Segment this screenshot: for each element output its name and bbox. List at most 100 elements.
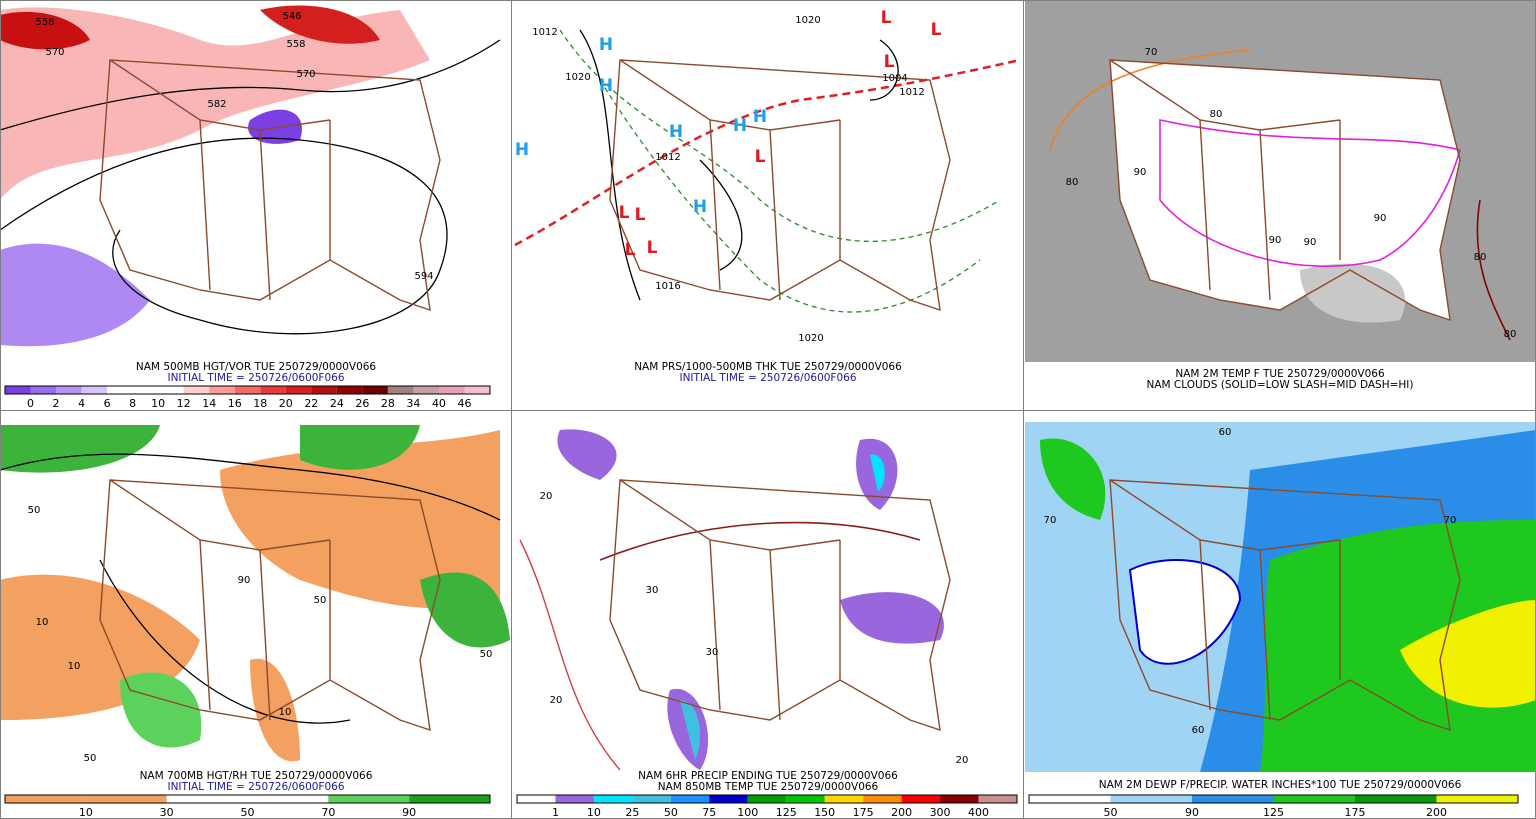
- colorbar-label: 100: [737, 806, 758, 819]
- colorbar-swatch: [85, 795, 167, 803]
- colorbar-swatch: [464, 386, 490, 394]
- colorbar-swatch: [30, 386, 57, 394]
- colorbar-label: 22: [304, 397, 318, 410]
- colorbar-label: 10: [79, 806, 93, 819]
- colorbar-swatch: [824, 795, 864, 803]
- isotherm-label: 80: [1210, 109, 1223, 120]
- colorbar-swatch: [107, 386, 133, 394]
- isobar-label: 1012: [655, 152, 680, 163]
- caption: INITIAL TIME = 250726/0600F066: [679, 372, 856, 384]
- low-pressure: L: [884, 52, 895, 72]
- colorbar-label: 90: [1185, 806, 1199, 819]
- colorbar-label: 40: [432, 397, 446, 410]
- colorbar-label: 1: [552, 806, 559, 819]
- map-dewpoint: [1025, 422, 1536, 772]
- colorbar-swatch: [183, 386, 210, 394]
- map-precip: [519, 429, 951, 771]
- colorbar-swatch: [709, 795, 748, 803]
- colorbar-swatch: [311, 386, 337, 394]
- colorbar-swatch: [362, 386, 388, 394]
- colorbar-swatch: [209, 386, 235, 394]
- colorbar-swatch: [1110, 795, 1192, 803]
- caption: NAM 850MB TEMP TUE 250729/0000V066: [658, 781, 879, 793]
- isobar-label: 1004: [882, 73, 907, 84]
- colorbar-label: 400: [968, 806, 989, 819]
- colorbar-swatch: [1436, 795, 1518, 803]
- colorbar-label: 50: [1104, 806, 1118, 819]
- isobar-label: 1016: [655, 281, 680, 292]
- colorbar-swatch: [285, 386, 312, 394]
- colorbar-swatch: [438, 386, 465, 394]
- colorbar-label: 90: [402, 806, 416, 819]
- contour-label: 570: [45, 47, 64, 58]
- colorbar-swatch: [747, 795, 787, 803]
- colorbar-label: 50: [241, 806, 255, 819]
- low-pressure: L: [931, 20, 942, 40]
- contour-label: 594: [414, 271, 433, 282]
- low-pressure: L: [881, 8, 892, 28]
- isotherm-label: 30: [706, 647, 719, 658]
- colorbar-swatch: [517, 795, 556, 803]
- contour-label: 570: [296, 69, 315, 80]
- colorbar-swatch: [166, 795, 248, 803]
- colorbar-swatch: [413, 386, 439, 394]
- colorbar-label: 175: [1345, 806, 1366, 819]
- caption: INITIAL TIME = 250726/0600F066: [167, 372, 344, 384]
- colorbar-swatch: [328, 795, 410, 803]
- map-700mb: [0, 425, 510, 762]
- colorbar-frame: [1028, 794, 1519, 804]
- caption: NAM 2M DEWP F/PRECIP. WATER INCHES*100 T…: [1099, 779, 1462, 791]
- colorbar-label: 16: [228, 397, 242, 410]
- map-temperature: [1025, 0, 1536, 362]
- colorbar-label: 175: [853, 806, 874, 819]
- colorbar-swatch: [1355, 795, 1437, 803]
- colorbar-swatch: [632, 795, 671, 803]
- colorbar-label: 10: [151, 397, 165, 410]
- colorbar-label: 2: [53, 397, 60, 410]
- colorbar-swatch: [1273, 795, 1355, 803]
- dewpoint-label: 60: [1192, 725, 1205, 736]
- low-pressure: L: [647, 238, 658, 258]
- colorbar-label: 8: [129, 397, 136, 410]
- rh-label: 50: [84, 753, 97, 764]
- contour-label: 558: [35, 17, 54, 28]
- contour-label: 546: [282, 11, 301, 22]
- isotherm-label: 70: [1145, 47, 1158, 58]
- high-pressure: H: [693, 197, 707, 217]
- colorbar-frame: [4, 794, 491, 804]
- colorbar-label: 200: [1426, 806, 1447, 819]
- rh-label: 50: [480, 649, 493, 660]
- colorbar-swatch: [247, 795, 329, 803]
- isotherm-label: 20: [540, 491, 553, 502]
- colorbar-swatch: [336, 386, 363, 394]
- isobar-label: 1012: [532, 27, 557, 38]
- high-pressure: H: [599, 76, 613, 96]
- colorbar-label: 25: [625, 806, 639, 819]
- isotherm-label: 20: [956, 755, 969, 766]
- caption: NAM 700MB HGT/RH TUE 250729/0000V066: [140, 770, 373, 782]
- map-500mb: [0, 5, 501, 347]
- high-pressure: H: [733, 116, 747, 136]
- colorbar-swatch: [1029, 795, 1111, 803]
- isobar-label: 1020: [565, 72, 590, 83]
- colorbar-label: 24: [330, 397, 344, 410]
- colorbar-frame: [4, 385, 491, 395]
- colorbar-label: 10: [587, 806, 601, 819]
- colorbar-swatch: [234, 386, 261, 394]
- dewpoint-label: 70: [1044, 515, 1057, 526]
- colorbar-swatch: [5, 386, 31, 394]
- low-pressure: L: [635, 205, 646, 225]
- colorbar-label: 30: [160, 806, 174, 819]
- high-pressure: H: [669, 122, 683, 142]
- colorbar-swatch: [81, 386, 108, 394]
- colorbar-swatch: [901, 795, 941, 803]
- colorbar-swatch: [260, 386, 286, 394]
- colorbar-label: 4: [78, 397, 85, 410]
- colorbar-swatch: [387, 386, 414, 394]
- colorbar-label: 12: [177, 397, 191, 410]
- contour-label: 558: [286, 39, 305, 50]
- high-pressure: H: [515, 140, 529, 160]
- caption: NAM PRS/1000-500MB THK TUE 250729/0000V0…: [634, 361, 902, 373]
- high-pressure: H: [753, 107, 767, 127]
